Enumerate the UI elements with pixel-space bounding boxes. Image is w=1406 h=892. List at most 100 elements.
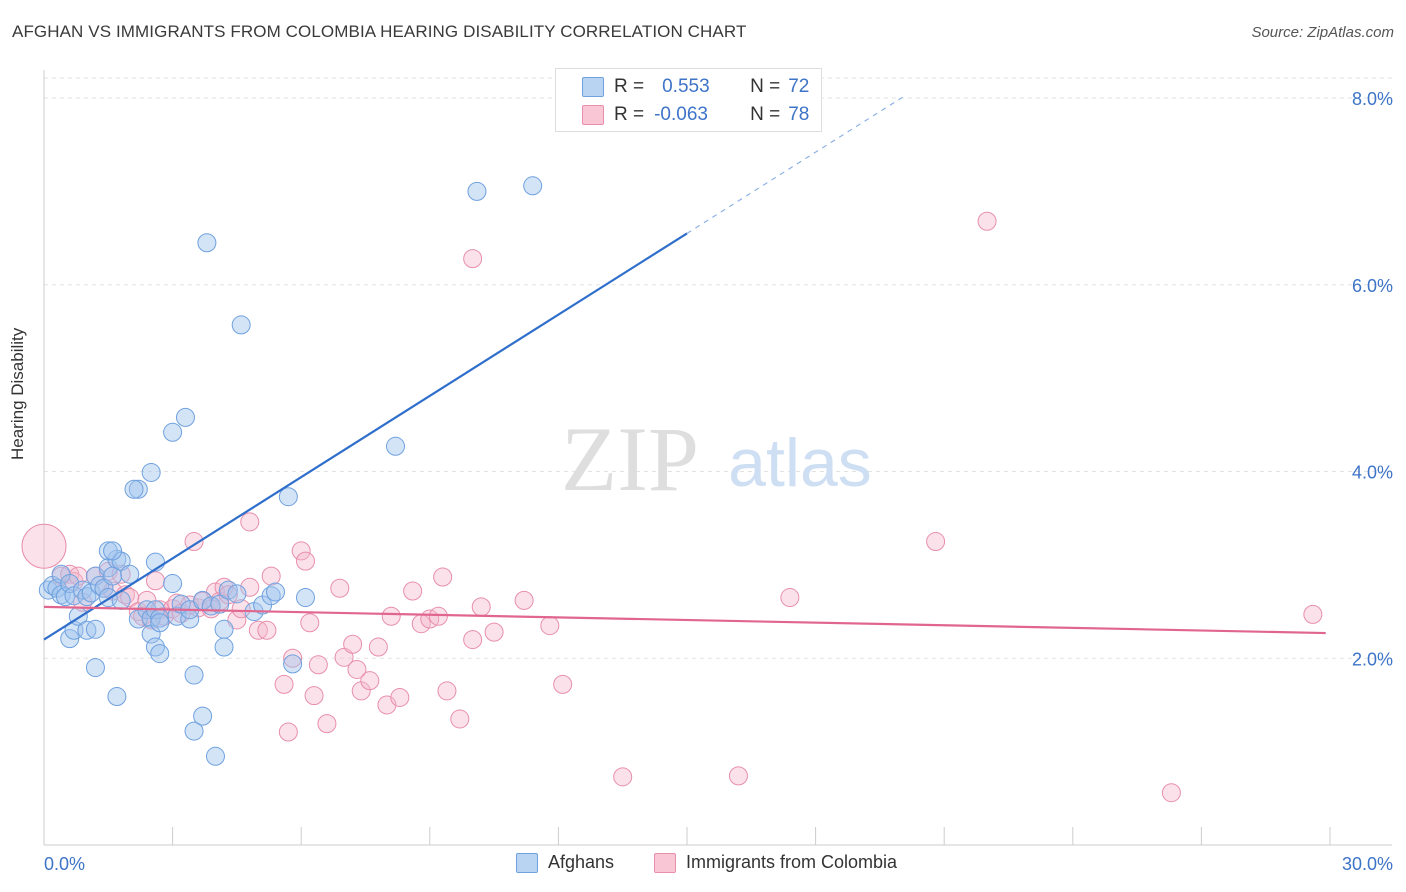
point-colombia xyxy=(926,532,946,552)
point-colombia xyxy=(381,606,401,626)
point-afghans xyxy=(193,706,213,726)
point-afghans xyxy=(278,487,298,507)
point-colombia xyxy=(471,597,491,617)
point-colombia xyxy=(304,686,324,706)
point-afghans xyxy=(197,233,217,253)
point-afghans xyxy=(124,479,144,499)
point-colombia xyxy=(330,578,350,598)
r-label: R = xyxy=(614,104,645,125)
point-afghans xyxy=(210,594,230,614)
point-afghans xyxy=(184,665,204,685)
series-afghans-points xyxy=(38,176,543,766)
point-afghans xyxy=(128,479,148,499)
series-colombia-points xyxy=(21,211,1323,803)
point-colombia xyxy=(437,681,457,701)
legend-item-afghans[interactable]: Afghans xyxy=(516,852,614,873)
point-colombia xyxy=(514,590,534,610)
y-tick-label: 4.0% xyxy=(1352,463,1393,483)
legend-item-colombia[interactable]: Immigrants from Colombia xyxy=(654,852,897,873)
point-colombia xyxy=(428,606,448,626)
watermark: ZIP atlas xyxy=(561,408,872,510)
n-label: N = xyxy=(750,76,781,97)
point-afghans xyxy=(231,315,251,335)
point-afghans xyxy=(141,462,161,482)
point-colombia xyxy=(728,766,748,786)
point-colombia xyxy=(403,581,423,601)
n-value: 72 xyxy=(788,76,810,97)
point-colombia xyxy=(463,630,483,650)
point-afghans xyxy=(214,619,234,639)
point-colombia xyxy=(390,687,410,707)
stats-row-colombia: R = -0.063 N = 78 xyxy=(614,102,809,128)
point-afghans xyxy=(85,658,105,678)
point-afghans xyxy=(295,588,315,608)
y-axis-label: Hearing Disability xyxy=(8,327,27,460)
axes xyxy=(43,70,1392,846)
legend-label-afghans: Afghans xyxy=(548,852,615,872)
point-colombia xyxy=(450,709,470,729)
tick-labels: 2.0% 4.0% 6.0% 8.0% 0.0% 30.0% xyxy=(44,89,1393,874)
point-colombia xyxy=(484,622,504,642)
point-colombia xyxy=(261,566,281,586)
point-afghans xyxy=(205,746,225,766)
source-credit: Source: ZipAtlas.com xyxy=(1251,24,1394,41)
point-afghans xyxy=(150,644,170,664)
x-tick-label: 30.0% xyxy=(1342,854,1393,874)
point-colombia xyxy=(184,532,204,552)
point-colombia xyxy=(317,714,337,734)
point-colombia xyxy=(283,648,303,668)
watermark-zip: ZIP xyxy=(561,408,699,510)
point-colombia xyxy=(240,512,260,532)
point-colombia xyxy=(368,637,388,657)
point-afghans xyxy=(467,181,487,201)
point-afghans xyxy=(150,613,170,633)
point-afghans xyxy=(85,619,105,639)
point-colombia xyxy=(295,551,315,571)
point-afghans xyxy=(103,541,123,561)
point-afghans xyxy=(163,574,183,594)
n-label: N = xyxy=(750,104,781,125)
r-label: R = xyxy=(614,76,645,97)
watermark-atlas: atlas xyxy=(728,425,872,501)
point-colombia xyxy=(308,655,328,675)
point-colombia xyxy=(343,634,363,654)
point-afghans xyxy=(523,176,543,196)
y-tick-label: 6.0% xyxy=(1352,276,1393,296)
point-colombia xyxy=(274,674,294,694)
r-value: 0.553 xyxy=(662,76,710,97)
point-afghans xyxy=(163,422,183,442)
point-afghans xyxy=(265,582,285,602)
trend-lines xyxy=(43,94,1326,641)
point-afghans xyxy=(120,564,140,584)
point-afghans xyxy=(283,654,303,674)
trend-line-afghans-extension xyxy=(686,94,906,234)
point-colombia xyxy=(1161,783,1181,803)
x-tick-label: 0.0% xyxy=(44,854,85,874)
r-value: -0.063 xyxy=(654,104,708,125)
point-colombia xyxy=(360,671,380,691)
legend-label-colombia: Immigrants from Colombia xyxy=(686,852,898,872)
chart-title: AFGHAN VS IMMIGRANTS FROM COLOMBIA HEARI… xyxy=(12,22,747,41)
point-afghans xyxy=(98,541,118,561)
point-afghans xyxy=(386,436,406,456)
legend-swatch-afghans xyxy=(516,852,538,873)
point-colombia xyxy=(463,249,483,269)
point-afghans xyxy=(175,407,195,427)
point-colombia xyxy=(613,767,633,787)
point-colombia xyxy=(347,659,367,679)
point-colombia xyxy=(1303,604,1323,624)
n-value: 78 xyxy=(788,104,810,125)
point-colombia xyxy=(300,613,320,633)
point-colombia xyxy=(977,211,997,231)
point-colombia xyxy=(278,722,298,742)
point-afghans xyxy=(107,687,127,707)
legend-swatch-afghans xyxy=(582,77,604,97)
point-colombia xyxy=(433,567,453,587)
gridlines xyxy=(44,77,1392,659)
stats-legend: R = 0.553 N = 72 R = -0.063 N = 78 xyxy=(555,68,822,132)
stats-row-afghans: R = 0.553 N = 72 xyxy=(614,74,809,100)
point-colombia xyxy=(553,674,573,694)
trend-line-colombia xyxy=(43,605,1326,635)
y-tick-label: 8.0% xyxy=(1352,89,1393,109)
